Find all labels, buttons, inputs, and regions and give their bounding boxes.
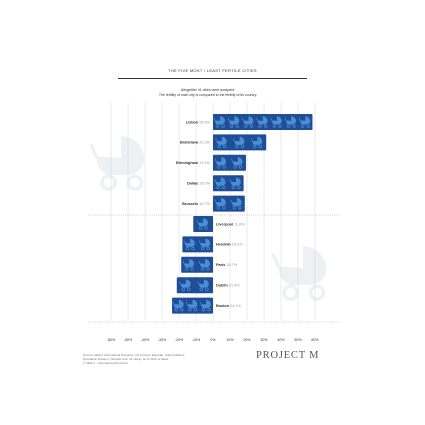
x-tick-label: -60%	[107, 338, 116, 342]
x-tick-label: -30%	[158, 338, 167, 342]
credit-line: © Allianz – International Pensions	[83, 361, 128, 365]
separator-lines	[88, 214, 340, 323]
category-label: Lisbon 58.5%	[186, 120, 211, 124]
x-tick-label: 20%	[243, 338, 251, 342]
x-tick-label: 0%	[210, 338, 216, 342]
category-label: Helsinki 18.0%	[216, 243, 243, 247]
category-name: Helsinki	[216, 243, 232, 247]
value-label: 19.4%	[199, 161, 210, 165]
x-tick-label: -10%	[192, 338, 201, 342]
category-labels: Lisbon 58.5% Bratislava 31.3% Birmingham 1…	[176, 120, 245, 308]
x-axis-ticks: -60% -50% -40% -30% -20% -10% 0% 10% 20% 30% 40% 50…	[107, 338, 320, 342]
category-name: Bratislava	[180, 141, 199, 145]
note-line-2: The fertility of each city is compared t…	[158, 93, 258, 97]
category-label: Brussels 18.7%	[182, 202, 210, 206]
x-tick-label: -40%	[141, 338, 150, 342]
category-label: Birmingham 19.4%	[176, 161, 211, 165]
category-name: Dallas	[187, 182, 199, 186]
grid-lines	[110, 103, 316, 320]
category-name: Lisbon	[186, 120, 200, 124]
value-label: 18.7%	[199, 202, 210, 206]
category-label: Boston 24.1%	[216, 304, 242, 308]
category-name: Paris	[216, 263, 226, 267]
x-tick-label: 60%	[311, 338, 319, 342]
value-label: 58.5%	[199, 120, 210, 124]
x-tick-label: 30%	[260, 338, 268, 342]
value-label: 24.1%	[230, 304, 241, 308]
category-label: Bratislava 31.3%	[180, 141, 211, 145]
category-name: Dublin	[216, 284, 229, 288]
x-tick-label: 50%	[294, 338, 302, 342]
category-label: Dublin 21.3%	[216, 284, 240, 288]
note-line-1: Altogether 41 cities were analyzed.	[180, 88, 236, 92]
value-label: 11.6%	[234, 222, 245, 226]
chart-note: Altogether 41 cities were analyzed. The …	[108, 88, 308, 98]
source-line-1: Source: Allianz International Pensions, …	[83, 353, 185, 357]
value-label: 21.3%	[229, 284, 240, 288]
x-tick-label: 10%	[226, 338, 234, 342]
category-label: Paris 18.7%	[216, 263, 238, 267]
category-name: Birmingham	[176, 161, 199, 165]
brand-logo: PROJECT M	[256, 350, 320, 361]
x-tick-label: -50%	[124, 338, 133, 342]
chart-title: The five most / least fertile cities	[168, 68, 257, 73]
bars	[172, 114, 313, 314]
x-tick-label: -20%	[175, 338, 184, 342]
value-label: 18.0%	[232, 243, 243, 247]
source-line-2: Population Division; (Sample size: 41 ci…	[83, 357, 169, 361]
value-label: 18.7%	[226, 263, 237, 267]
title-divider	[118, 78, 307, 79]
baby-carriage-icon	[272, 244, 328, 301]
category-name: Brussels	[182, 202, 199, 206]
source-note: Source: Allianz International Pensions, …	[83, 353, 253, 365]
baby-carriage-icon	[90, 134, 146, 191]
category-label: Liverpool 11.6%	[216, 222, 245, 226]
category-name: Liverpool	[216, 222, 234, 226]
category-name: Boston	[216, 304, 230, 308]
category-label: Dallas 18.0%	[187, 182, 211, 186]
value-label: 31.3%	[199, 141, 210, 145]
x-tick-label: 40%	[277, 338, 285, 342]
value-label: 18.0%	[199, 182, 210, 186]
